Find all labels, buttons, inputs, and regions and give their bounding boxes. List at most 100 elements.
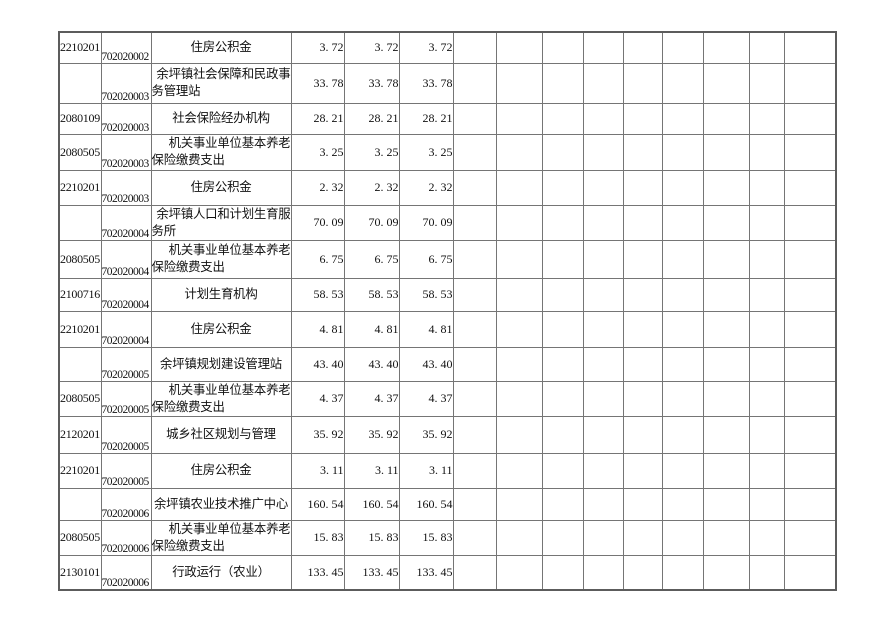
empty-cell	[582, 487, 624, 521]
empty-cell	[748, 31, 785, 64]
function-code-cell: 2080505	[58, 519, 102, 556]
empty-cell	[748, 62, 785, 104]
empty-cell	[452, 554, 497, 591]
amount-cell: 6. 75	[343, 239, 400, 279]
description-cell: 机关事业单位基本养老 保险缴费支出	[150, 380, 292, 417]
empty-cell	[495, 519, 543, 556]
amount-cell: 43. 40	[398, 346, 454, 382]
unit-code-cell: 702020006	[100, 519, 152, 556]
empty-cell	[452, 487, 497, 521]
empty-cell	[661, 239, 704, 279]
function-code-cell: 2080505	[58, 239, 102, 279]
table-row: 2210201 702020004 住房公积金 4. 81 4. 81 4. 81	[58, 310, 837, 348]
empty-cell	[661, 346, 704, 382]
empty-cell	[661, 102, 704, 135]
empty-cell	[495, 239, 543, 279]
description-line: 住房公积金	[190, 463, 252, 477]
empty-cell	[783, 487, 837, 521]
empty-cell	[582, 277, 624, 312]
empty-cell	[452, 102, 497, 135]
description-line: 余坪镇农业技术推广中心	[153, 496, 289, 511]
empty-cell	[748, 277, 785, 312]
description-cell: 余坪镇规划建设管理站	[150, 346, 292, 382]
empty-cell	[783, 554, 837, 591]
empty-cell	[622, 62, 663, 104]
amount-cell: 15. 83	[398, 519, 454, 556]
function-code-cell	[58, 62, 102, 104]
empty-cell	[622, 204, 663, 241]
amount-cell: 6. 75	[398, 239, 454, 279]
empty-cell	[582, 204, 624, 241]
empty-cell	[661, 554, 704, 591]
amount-cell: 33. 78	[398, 62, 454, 104]
amount-cell: 43. 40	[343, 346, 400, 382]
empty-cell	[452, 310, 497, 348]
description-cell: 计划生育机构	[150, 277, 292, 312]
description-cell: 社会保险经办机构	[150, 102, 292, 135]
empty-cell	[702, 169, 750, 206]
amount-cell: 4. 37	[290, 380, 345, 417]
empty-cell	[452, 415, 497, 454]
empty-cell	[783, 519, 837, 556]
unit-code-cell: 702020003	[100, 133, 152, 171]
empty-cell	[541, 487, 584, 521]
empty-cell	[582, 102, 624, 135]
empty-cell	[495, 554, 543, 591]
unit-code-cell: 702020002	[100, 31, 152, 64]
amount-cell: 2. 32	[398, 169, 454, 206]
empty-cell	[748, 380, 785, 417]
empty-cell	[495, 102, 543, 135]
empty-cell	[541, 277, 584, 312]
table-row: 2210201 702020003 住房公积金 2. 32 2. 32 2. 32	[58, 169, 837, 206]
table-row: 2100716 702020004 计划生育机构 58. 53 58. 53 58. 53	[58, 277, 837, 312]
table-row: 702020006 余坪镇农业技术推广中心 160. 54 160. 54 160. 5…	[58, 487, 837, 521]
empty-cell	[495, 31, 543, 64]
empty-cell	[748, 519, 785, 556]
amount-cell: 160. 54	[290, 487, 345, 521]
empty-cell	[748, 169, 785, 206]
table-row: 2080505 702020006 机关事业单位基本养老保险缴费支出 15. 83 15…	[58, 519, 837, 556]
unit-code-cell: 702020005	[100, 380, 152, 417]
amount-cell: 33. 78	[343, 62, 400, 104]
amount-cell: 133. 45	[290, 554, 345, 591]
empty-cell	[541, 452, 584, 489]
budget-table: 2210201 702020002 住房公积金 3. 72 3. 72 3. 72 7020…	[58, 31, 837, 591]
empty-cell	[748, 102, 785, 135]
empty-cell	[582, 310, 624, 348]
empty-cell	[748, 346, 785, 382]
table-row: 2080505 702020004 机关事业单位基本养老 保险缴费支出 6. 75 6. …	[58, 239, 837, 279]
empty-cell	[702, 204, 750, 241]
empty-cell	[495, 380, 543, 417]
empty-cell	[783, 31, 837, 64]
empty-cell	[622, 380, 663, 417]
table-row: 2210201 702020002 住房公积金 3. 72 3. 72 3. 72	[58, 31, 837, 64]
description-line: 机关事业单位基本养老	[168, 243, 291, 257]
empty-cell	[783, 380, 837, 417]
empty-cell	[495, 415, 543, 454]
amount-cell: 58. 53	[290, 277, 345, 312]
description-line: 务所	[151, 223, 176, 238]
empty-cell	[783, 346, 837, 382]
empty-cell	[495, 204, 543, 241]
amount-cell: 4. 81	[343, 310, 400, 348]
empty-cell	[702, 519, 750, 556]
unit-code-cell: 702020004	[100, 204, 152, 241]
empty-cell	[452, 133, 497, 171]
amount-cell: 160. 54	[398, 487, 454, 521]
empty-cell	[748, 554, 785, 591]
amount-cell: 160. 54	[343, 487, 400, 521]
empty-cell	[452, 346, 497, 382]
description-line: 保险缴费支出	[151, 538, 225, 553]
amount-cell: 15. 83	[343, 519, 400, 556]
empty-cell	[541, 133, 584, 171]
amount-cell: 33. 78	[290, 62, 345, 104]
empty-cell	[582, 239, 624, 279]
empty-cell	[702, 346, 750, 382]
description-line: 机关事业单位基本养老	[168, 521, 291, 536]
empty-cell	[783, 239, 837, 279]
empty-cell	[702, 133, 750, 171]
empty-cell	[702, 239, 750, 279]
function-code-cell: 2130101	[58, 554, 102, 591]
table-row: 2080505 702020005 机关事业单位基本养老 保险缴费支出 4. 37 4. …	[58, 380, 837, 417]
empty-cell	[622, 452, 663, 489]
